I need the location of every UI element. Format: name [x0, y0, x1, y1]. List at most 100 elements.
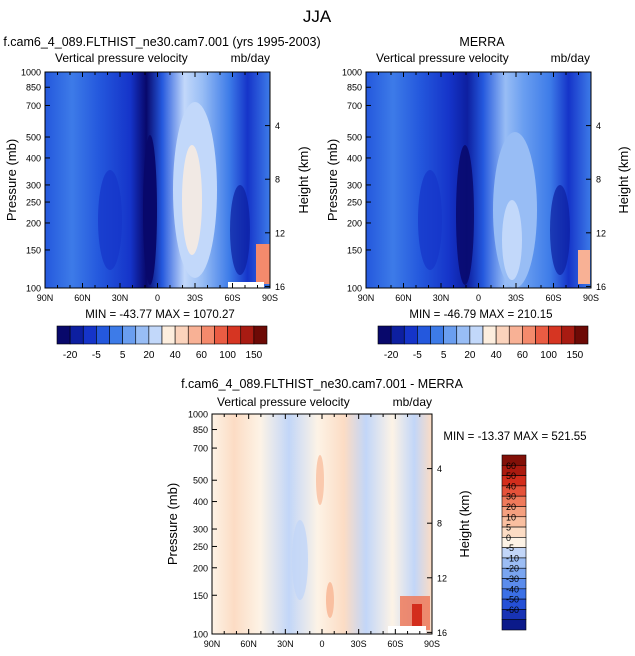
y-tick-label: 500: [347, 133, 362, 143]
colorbar-label: -40: [506, 584, 519, 594]
y-tick-label: 500: [26, 133, 41, 143]
panel-diff-pole-strong: [412, 604, 422, 628]
panel-obs: MERRA Vertical pressure velocity mb/day …: [325, 35, 631, 361]
colorbar-label: 60: [506, 461, 516, 471]
y2-tick-label: 4: [275, 121, 280, 131]
y-tick-label: 700: [26, 101, 41, 111]
panel-obs-x-axis: 90N 60N 30N 0 30S 60S 90S: [358, 72, 599, 303]
colorbar-swatch: [174, 325, 189, 345]
colorbar-label: 10: [506, 512, 516, 522]
y2-tick-label: 8: [275, 175, 280, 185]
x-tick-label: 0: [155, 293, 160, 303]
x-tick-label: 0: [476, 293, 481, 303]
colorbar-label: -30: [506, 574, 519, 584]
panel-obs-y2-axis: 4 8 12 16: [586, 121, 606, 292]
colorbar-label: 60: [196, 350, 208, 361]
panel-diff-negative-streak: [292, 520, 308, 600]
panel-model-y-axis: 100 150 200 250 300 400 500 700 850 1000: [21, 68, 50, 294]
colorbar-swatch: [122, 325, 137, 345]
y-tick-label: 1000: [342, 68, 362, 78]
colorbar-swatch: [574, 325, 589, 345]
panel-model-left-label: Vertical pressure velocity: [55, 51, 188, 65]
y-tick-label: 150: [193, 591, 208, 601]
x-tick-label: 30S: [351, 639, 367, 649]
panel-diff-y2-axis: 4 8 12 16: [427, 464, 447, 638]
y-tick-label: 150: [26, 245, 41, 255]
panel-obs-pole-patch: [578, 250, 590, 284]
y-tick-label: 100: [26, 284, 41, 294]
colorbar-swatch: [561, 325, 576, 345]
y2-tick-label: 4: [596, 121, 601, 131]
panel-diff-x-axis: 90N 60N 30N 0 30S 60S 90S: [204, 414, 440, 649]
x-tick-label: 60S: [545, 293, 561, 303]
panel-diff-left-label: Vertical pressure velocity: [217, 395, 350, 409]
colorbar-label: 0: [506, 533, 511, 543]
panel-diff-y-axis: 100 150 200 250 300 400 500 700 850 1000: [188, 410, 217, 640]
colorbar-label: 20: [464, 350, 476, 361]
y-tick-label: 300: [193, 525, 208, 535]
colorbar-swatch: [69, 325, 84, 345]
x-tick-label: 90N: [358, 293, 375, 303]
colorbar-swatch: [214, 325, 228, 345]
figure-title: JJA: [303, 7, 332, 26]
y2-tick-label: 8: [437, 519, 442, 529]
y-tick-label: 150: [347, 245, 362, 255]
colorbar-label: -20: [506, 564, 519, 574]
y-tick-label: 250: [26, 198, 41, 208]
colorbar-swatch: [430, 325, 444, 345]
panel-model-title: f.cam6_4_089.FLTHIST_ne30.cam7.001 (yrs …: [3, 35, 320, 49]
colorbar-swatch: [495, 325, 510, 345]
panel-obs-colorbar: -20 -5 5 20 40 60 100 150: [377, 325, 589, 361]
x-tick-label: 90S: [583, 293, 599, 303]
panel-model-y2label: Height (km): [296, 146, 311, 213]
colorbar-label: 100: [540, 350, 557, 361]
panel-obs-ylabel: Pressure (mb): [325, 139, 340, 221]
colorbar-swatch: [508, 325, 523, 345]
x-tick-label: 0: [319, 639, 324, 649]
x-tick-label: 60N: [395, 293, 412, 303]
panel-model-right-label: mb/day: [231, 51, 270, 65]
colorbar-swatch: [548, 325, 563, 345]
y2-tick-label: 16: [596, 282, 606, 292]
panel-model-x-axis: 90N 60N 30N 0 30S 60S 90S: [37, 72, 278, 303]
panel-diff-positive-streak: [316, 455, 324, 505]
colorbar-label: -5: [413, 350, 422, 361]
panel-model-ascent-core: [143, 135, 157, 285]
y-tick-label: 300: [347, 180, 362, 190]
y-tick-label: 200: [26, 218, 41, 228]
panel-obs-y2label: Height (km): [616, 146, 631, 213]
y-tick-label: 400: [193, 497, 208, 507]
panel-model-mask: [228, 282, 264, 288]
x-tick-label: 60N: [240, 639, 257, 649]
x-tick-label: 30N: [112, 293, 129, 303]
colorbar-label: -10: [506, 553, 519, 563]
colorbar-label: -50: [506, 595, 519, 605]
y-tick-label: 200: [193, 563, 208, 573]
colorbar-label: 20: [143, 350, 155, 361]
y-tick-label: 850: [26, 83, 41, 93]
colorbar-swatch: [469, 325, 484, 345]
panel-model-descent-max: [182, 145, 202, 255]
colorbar-swatch: [482, 325, 497, 345]
colorbar-swatch: [390, 325, 405, 345]
x-tick-label: 90N: [37, 293, 54, 303]
y-tick-label: 400: [347, 153, 362, 163]
colorbar-label: 5: [441, 350, 447, 361]
panel-obs-sh-ascent: [550, 185, 570, 275]
colorbar-label: 5: [506, 523, 511, 533]
y-tick-label: 250: [193, 542, 208, 552]
x-tick-label: 90S: [424, 639, 440, 649]
x-tick-label: 30S: [187, 293, 203, 303]
colorbar-swatch: [187, 325, 202, 345]
y-tick-label: 1000: [188, 410, 208, 420]
panel-obs-field: [366, 72, 591, 288]
panel-diff-lowlevel-positive: [326, 582, 334, 618]
panel-diff: f.cam6_4_089.FLTHIST_ne30.cam7.001 - MER…: [165, 377, 587, 649]
panel-obs-nh-ascent: [418, 170, 442, 270]
colorbar-swatch: [456, 325, 471, 345]
panel-obs-descent-max: [502, 200, 522, 280]
colorbar-swatch: [522, 325, 536, 345]
colorbar-label: -60: [506, 605, 519, 615]
colorbar-swatch: [417, 325, 431, 345]
panel-obs-y-axis: 100 150 200 250 300 400 500 700 850 1000: [342, 68, 371, 294]
